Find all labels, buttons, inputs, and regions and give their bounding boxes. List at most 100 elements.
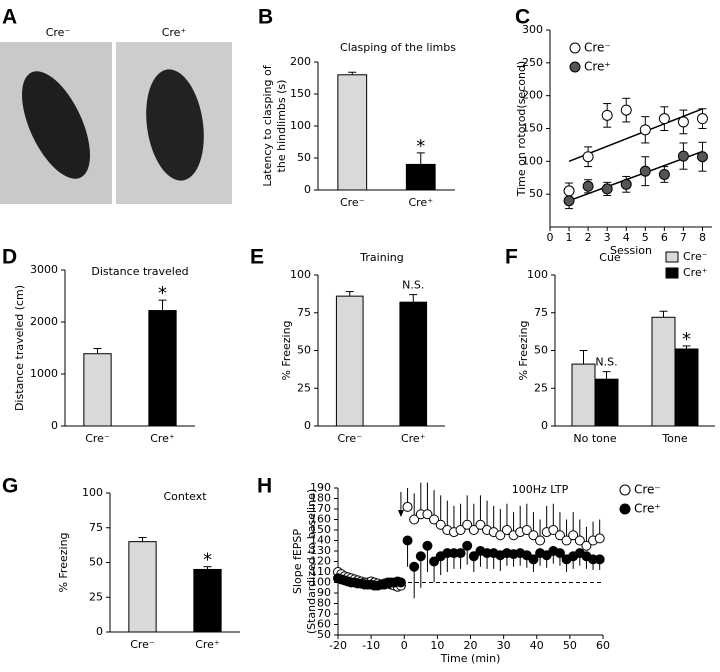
point — [601, 109, 613, 121]
point — [528, 530, 539, 541]
panel-letter: A — [2, 6, 17, 29]
point — [574, 535, 585, 546]
y-tick-label: 80 — [317, 597, 331, 610]
bar — [337, 74, 368, 191]
panel-letter: E — [250, 246, 264, 269]
bar — [193, 568, 222, 633]
y-tick-label: 50 — [89, 556, 103, 569]
bar — [594, 378, 619, 427]
point — [415, 551, 426, 562]
legend-label: Cre⁻ — [683, 250, 708, 263]
point — [422, 509, 433, 520]
chart-title: Context — [163, 490, 207, 503]
mouse — [146, 69, 204, 181]
y-tick-label: 150 — [522, 122, 543, 135]
y-tick-label: 75 — [297, 306, 311, 319]
panel-letter: C — [515, 6, 530, 29]
point — [658, 113, 670, 125]
x-tick-label: Cre⁺ — [401, 432, 426, 445]
stimulus-arrowhead — [397, 510, 404, 517]
point — [658, 168, 670, 180]
chart-title: Distance traveled — [91, 265, 188, 278]
y-tick-label: 50 — [297, 344, 311, 357]
point — [409, 514, 420, 525]
x-tick-label: Tone — [661, 432, 688, 445]
y-axis-label: Distance traveled (cm) — [13, 285, 26, 411]
photo-caption: Cre⁺ — [162, 26, 187, 39]
y-tick-label: 300 — [522, 23, 543, 36]
point — [402, 501, 413, 512]
mouse — [21, 71, 91, 179]
y-tick-label: 180 — [310, 492, 331, 505]
point — [563, 185, 575, 197]
x-tick-label: 50 — [563, 639, 577, 652]
panel-letter: D — [2, 246, 17, 269]
x-tick-label: Cre⁻ — [340, 196, 365, 209]
y-axis-label: Slope fEPSP — [291, 529, 304, 594]
x-tick-label: 20 — [464, 639, 478, 652]
y-axis-label: % Freezing — [517, 320, 530, 380]
legend-label: Cre⁻ — [584, 41, 611, 55]
x-tick-label: 0 — [401, 639, 408, 652]
y-tick-label: 25 — [89, 590, 103, 603]
y-tick-label: 90 — [317, 586, 331, 599]
point — [594, 554, 605, 565]
y-tick-label: 100 — [290, 268, 311, 281]
point — [429, 556, 440, 567]
point — [677, 116, 689, 128]
point — [429, 514, 440, 525]
point — [696, 151, 708, 163]
point — [468, 525, 479, 535]
y-tick-label: 100 — [527, 268, 548, 281]
significance: N.S. — [595, 356, 617, 369]
point — [462, 519, 473, 530]
x-axis-label: Time (min) — [440, 652, 501, 665]
bar — [399, 301, 428, 427]
point — [528, 554, 539, 565]
y-tick-label: 130 — [310, 544, 331, 557]
point — [521, 525, 532, 535]
y-axis-label: the hindlimbs (s) — [275, 80, 288, 173]
y-tick-label: 50 — [529, 187, 543, 200]
y-tick-label: 25 — [297, 381, 311, 394]
legend-marker — [569, 42, 581, 54]
y-tick-label: 250 — [522, 56, 543, 69]
y-tick-label: 3000 — [30, 263, 58, 276]
legend-marker — [569, 61, 581, 73]
y-tick-label: 0 — [96, 625, 103, 638]
y-tick-label: 75 — [89, 521, 103, 534]
x-tick-label: Cre⁻ — [130, 638, 155, 651]
y-tick-label: 200 — [522, 89, 543, 102]
point — [677, 150, 689, 162]
x-tick-label: -20 — [329, 639, 347, 652]
y-tick-label: 0 — [541, 419, 548, 432]
y-tick-label: 150 — [310, 523, 331, 536]
y-tick-label: 75 — [534, 306, 548, 319]
panel-a: A Cre⁻ Cre⁺ — [0, 6, 232, 204]
point — [422, 540, 433, 551]
bar — [148, 310, 177, 427]
y-axis-label: % Freezing — [57, 532, 70, 592]
point — [581, 540, 592, 551]
bar — [83, 353, 112, 427]
legend-swatch — [665, 251, 679, 263]
point — [568, 530, 579, 541]
significance: N.S. — [402, 279, 424, 292]
point — [495, 530, 506, 541]
point — [554, 530, 565, 541]
y-tick-label: 100 — [290, 119, 311, 132]
bar — [651, 316, 676, 427]
point — [468, 551, 479, 562]
point — [435, 519, 446, 530]
y-tick-label: 25 — [534, 381, 548, 394]
point — [409, 561, 420, 572]
x-tick-label: 2 — [585, 231, 592, 244]
y-tick-label: 1000 — [30, 367, 58, 380]
panel-letter: H — [257, 475, 272, 498]
x-tick-label: 5 — [642, 231, 649, 244]
x-axis-label: Session — [610, 244, 652, 257]
point — [402, 535, 413, 546]
point — [548, 525, 559, 535]
y-tick-label: 50 — [297, 151, 311, 164]
